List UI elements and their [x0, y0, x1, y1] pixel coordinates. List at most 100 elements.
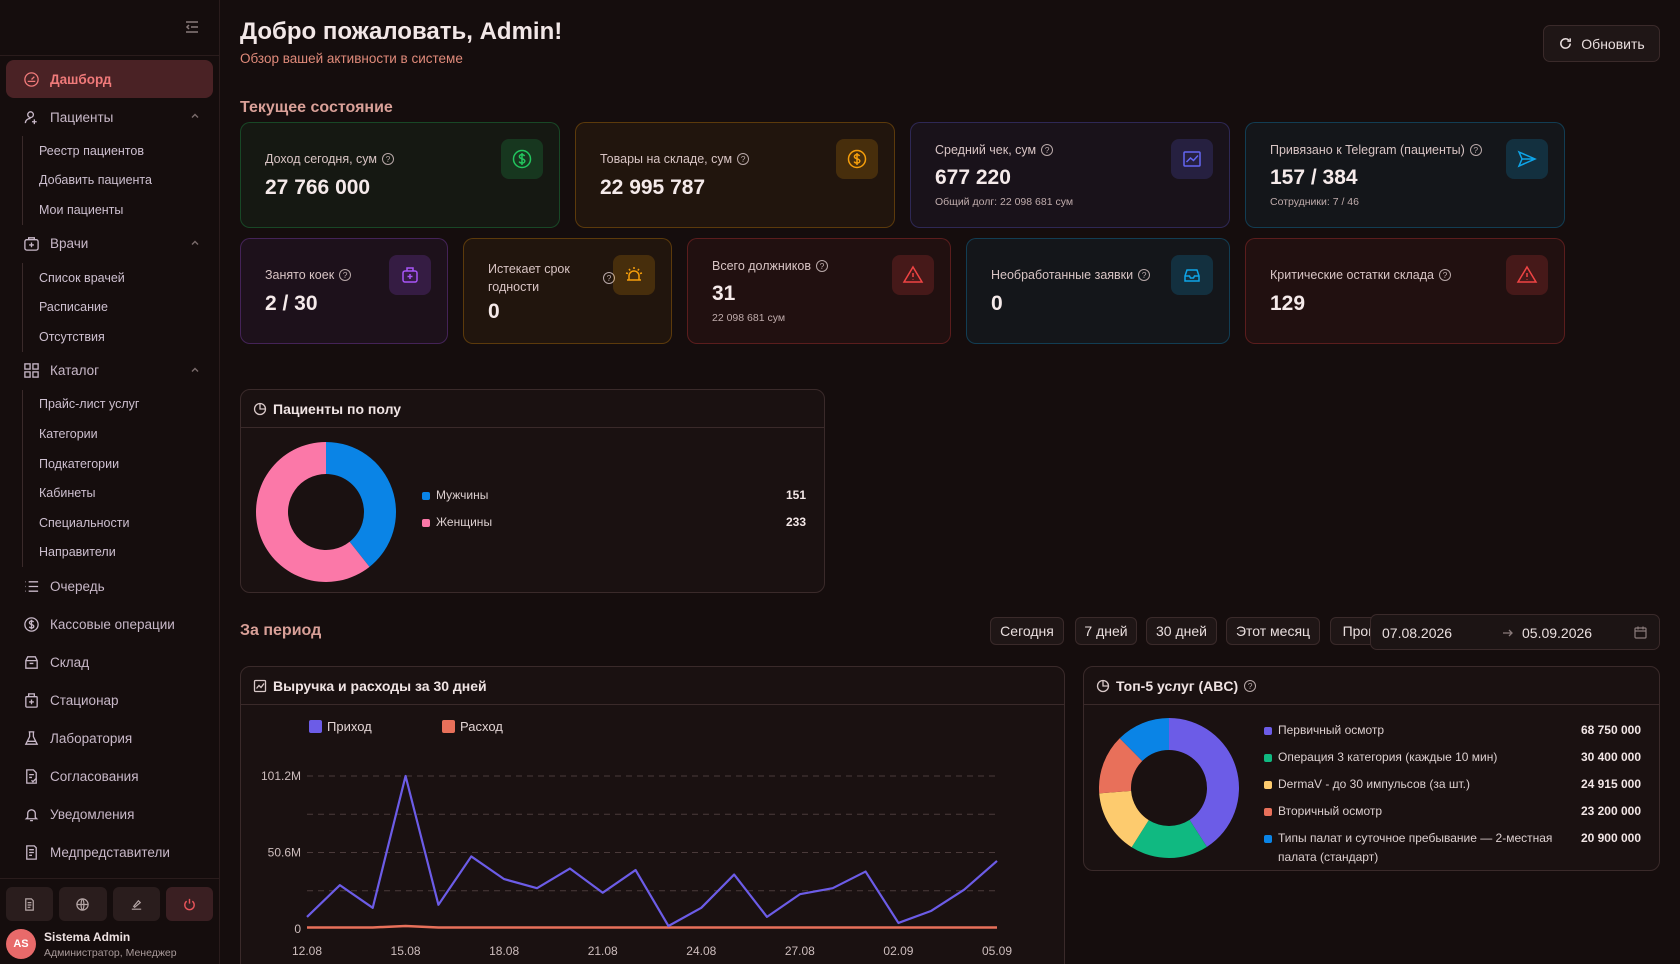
bell-icon [22, 805, 40, 823]
sidebar-item-0[interactable]: Дашборд [6, 60, 213, 98]
user-profile[interactable]: AS Sistema Admin Администратор, Менеджер [6, 925, 216, 964]
legend-item: Мужчины 151 [422, 488, 806, 502]
date-to[interactable]: 05.09.2026 [1522, 625, 1593, 641]
range-button-1[interactable]: 7 дней [1075, 617, 1137, 645]
flask-icon [22, 729, 40, 747]
logout-button[interactable] [165, 887, 213, 921]
card-label: Истекает срок годности ? [488, 260, 617, 296]
donut-slice-1[interactable] [1131, 819, 1207, 858]
y-tick-label: 101.2M [261, 769, 301, 783]
row1-card-1: Товары на складе, сум ? 22 995 787 [575, 122, 895, 228]
legend-value: 24 915 000 [1580, 777, 1641, 791]
warning-icon [1506, 255, 1548, 295]
donut-slice-2[interactable] [1099, 790, 1149, 848]
help-icon[interactable]: ? [1469, 144, 1482, 156]
help-icon[interactable]: ? [737, 153, 750, 165]
legend-label[interactable]: Приход [327, 719, 372, 734]
y-tick-label: 50.6M [268, 846, 301, 860]
sidebar-collapse-icon[interactable] [183, 18, 201, 36]
range-button-3[interactable]: Этот месяц [1226, 617, 1320, 645]
legend-swatch [1264, 835, 1272, 843]
docs-button[interactable] [6, 887, 54, 921]
sidebar-subitem[interactable]: Кабинеты [39, 486, 96, 501]
donut-slice-0[interactable] [1169, 718, 1239, 847]
bed-plus-icon [389, 255, 431, 295]
legend-item: Женщины 233 [422, 515, 806, 529]
dollar-icon [836, 139, 878, 179]
help-icon[interactable]: ? [603, 272, 615, 284]
series-line-0[interactable] [306, 774, 998, 928]
legend-label[interactable]: Расход [460, 719, 503, 734]
legend-label: Вторичный осмотр [1278, 804, 1383, 818]
sidebar-item-label: Каталог [50, 363, 100, 379]
help-icon[interactable]: ? [1438, 269, 1451, 281]
sidebar-item-6[interactable]: Склад [6, 643, 213, 681]
sidebar-item-3[interactable]: Каталог [6, 352, 213, 390]
donut-slice-4[interactable] [1119, 718, 1169, 762]
sidebar-subitem[interactable]: Категории [39, 426, 98, 441]
sidebar-subitem[interactable]: Мои пациенты [39, 202, 124, 217]
doc-check-icon [22, 767, 40, 785]
legend-item: Типы палат и суточное пребывание — 2-мес… [1264, 831, 1641, 867]
sidebar-item-1[interactable]: Пациенты [6, 98, 213, 136]
help-icon[interactable]: ? [382, 153, 394, 165]
sidebar-subitem[interactable]: Отсутствия [39, 329, 105, 344]
sidebar-subitem[interactable]: Расписание [39, 300, 108, 315]
range-button-0[interactable]: Сегодня [990, 617, 1064, 645]
chevron-up-icon[interactable] [189, 237, 201, 249]
sidebar-item-5[interactable]: Кассовые операции [6, 605, 213, 643]
help-icon[interactable]: ? [1244, 679, 1257, 692]
sidebar-item-7[interactable]: Стационар [6, 681, 213, 719]
help-icon[interactable]: ? [339, 269, 352, 281]
chevron-up-icon[interactable] [189, 364, 201, 376]
donut-slice-0[interactable] [326, 442, 396, 567]
sidebar-subitem[interactable]: Прайс-лист услуг [39, 397, 140, 412]
sidebar-subitem[interactable]: Реестр пациентов [39, 143, 144, 158]
donut-slice-3[interactable] [1099, 738, 1143, 794]
sidebar-subitem[interactable]: Список врачей [39, 270, 125, 285]
date-range-picker[interactable]: 07.08.2026 05.09.2026 [1370, 614, 1660, 650]
sidebar-item-label: Уведомления [50, 806, 135, 822]
card-label: Необработанные заявки ? [991, 268, 1175, 282]
sidebar-item-11[interactable]: Медпредставители [6, 833, 213, 871]
x-tick-label: 05.09 [982, 944, 1012, 958]
help-icon[interactable]: ? [815, 260, 828, 272]
sidebar-item-10[interactable]: Уведомления [6, 795, 213, 833]
help-icon[interactable]: ? [1041, 144, 1054, 156]
sidebar-subitem[interactable]: Направители [39, 545, 116, 560]
theme-button[interactable] [112, 887, 160, 921]
help-icon[interactable]: ? [1138, 269, 1151, 281]
chevron-up-icon[interactable] [189, 110, 201, 122]
sidebar-subitem[interactable]: Специальности [39, 515, 130, 530]
legend-value: 151 [785, 488, 806, 502]
card-value: 31 [712, 282, 736, 305]
card-value: 27 766 000 [265, 176, 371, 199]
doctor-case-icon [22, 235, 40, 253]
legend-swatch[interactable] [442, 720, 455, 733]
sidebar-item-4[interactable]: Очередь [6, 567, 213, 605]
sidebar-item-8[interactable]: Лаборатория [6, 719, 213, 757]
date-from[interactable]: 07.08.2026 [1382, 625, 1453, 641]
sidebar-subitem[interactable]: Подкатегории [39, 456, 120, 471]
range-button-2[interactable]: 30 дней [1146, 617, 1217, 645]
refresh-button[interactable]: Обновить [1543, 25, 1660, 62]
legend-swatch[interactable] [309, 720, 322, 733]
users-icon [22, 108, 40, 126]
x-tick-label: 18.08 [489, 944, 519, 958]
row2-card-0: Занято коек ? 2 / 30 [240, 238, 448, 344]
donut-slice-1[interactable] [256, 442, 370, 582]
legend-label: Первичный осмотр [1278, 723, 1385, 737]
gender-panel: Пациенты по полу Мужчины 151 Женщины 233 [240, 389, 825, 593]
sidebar-item-2[interactable]: Врачи [6, 225, 213, 263]
sidebar-footer: AS Sistema Admin Администратор, Менеджер [0, 878, 219, 959]
page-subtitle: Обзор вашей активности в системе [240, 51, 463, 66]
user-role: Администратор, Менеджер [44, 947, 177, 959]
sidebar: Дашборд Пациенты Реестр пациентов Добавить … [0, 0, 220, 964]
sidebar-item-9[interactable]: Согласования [6, 757, 213, 795]
services-donut-chart [1099, 718, 1239, 858]
series-line-1[interactable] [307, 924, 997, 929]
sidebar-subitem[interactable]: Добавить пациента [39, 173, 152, 188]
card-note: Сотрудники: 7 / 46 [1270, 196, 1359, 208]
calendar-icon [1634, 626, 1647, 639]
language-button[interactable] [59, 887, 107, 921]
